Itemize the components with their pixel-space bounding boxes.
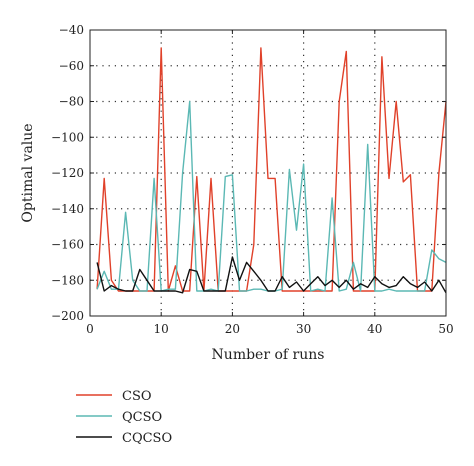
y-tick-label: −40 [59,23,84,37]
legend-label-qcso: QCSO [122,410,162,425]
x-tick-label: 50 [438,322,453,336]
y-axis-title: Optimal value [20,123,36,222]
series-line-cqcso [96,256,447,294]
y-tick-label: −100 [51,130,84,144]
x-axis-title: Number of runs [212,347,325,363]
series-line-cso [96,47,447,292]
x-tick-label: 20 [225,322,240,336]
legend: CSO QCSO CQCSO [76,389,172,446]
y-tick-label: −80 [59,95,84,109]
y-tick-label: −160 [51,238,84,252]
y-tick-label: −120 [51,166,84,180]
x-tick-label: 0 [86,322,94,336]
y-tick-label: −180 [51,273,84,287]
x-tick-label: 30 [296,322,311,336]
legend-label-cso: CSO [122,389,152,404]
tick-layer: 0 10 20 30 40 50 −200 −180 −160 −140 −120 −100 −80 −6… [51,23,454,336]
x-tick-label: 10 [154,322,169,336]
x-tick-label: 40 [367,322,382,336]
series-layer [96,47,447,294]
legend-label-cqcso: CQCSO [122,431,172,446]
y-tick-label: −140 [51,202,84,216]
y-tick-label: −200 [51,309,84,323]
y-tick-label: −60 [59,59,84,73]
